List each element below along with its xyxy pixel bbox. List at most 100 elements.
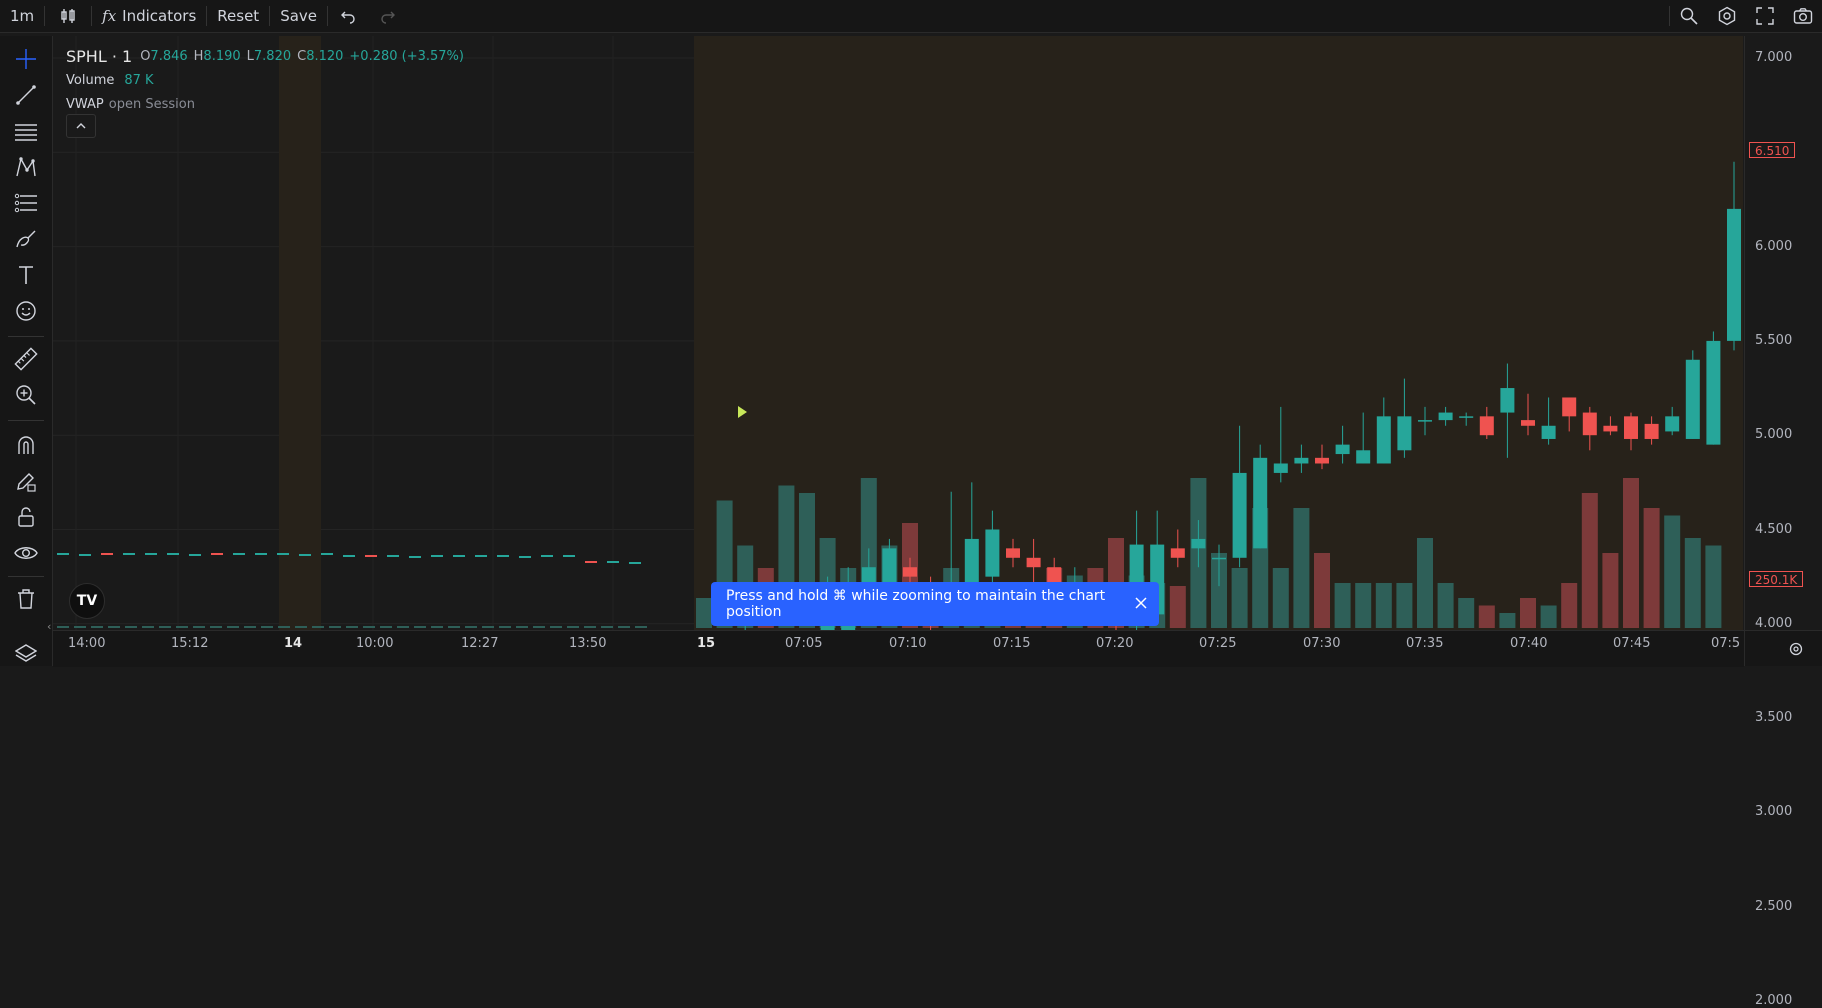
trade-marker-icon	[738, 406, 747, 418]
volume-legend-row[interactable]: Volume 87 K	[66, 68, 464, 92]
interval-button[interactable]: 1m	[0, 0, 44, 32]
volume-value: 87 K	[124, 72, 154, 88]
text-tool[interactable]	[13, 262, 39, 288]
candle-body	[985, 529, 1000, 577]
chart-pane[interactable]	[53, 36, 1743, 630]
volume-bar	[1458, 598, 1475, 628]
toast-close-button[interactable]	[1131, 593, 1151, 613]
pattern-tool[interactable]	[13, 154, 39, 180]
time-axis[interactable]: 14:00 15:12 14 10:00 12:27 13:50 15 07:05 07:10 0…	[53, 630, 1744, 667]
prior-session-volume	[227, 626, 239, 628]
ruler-tool[interactable]	[13, 346, 39, 372]
price-scale-label: 2.500	[1755, 898, 1793, 914]
volume-bar	[1293, 508, 1310, 628]
interval-label: 1m	[10, 7, 35, 25]
symbol-title[interactable]: SPHL · 1	[66, 46, 133, 66]
prior-session-volume	[567, 626, 579, 628]
redo-button[interactable]	[368, 0, 408, 32]
candle-body	[1212, 557, 1226, 560]
zoom-search-button[interactable]	[1670, 0, 1708, 32]
time-axis-label: 07:05	[785, 636, 823, 651]
zoom-in-tool[interactable]	[13, 382, 39, 408]
last-price-tag: 6.510	[1749, 142, 1796, 159]
legend-collapse-button[interactable]	[66, 114, 96, 138]
logo-text: TV	[76, 593, 98, 609]
toast-message: Press and hold ⌘ while zooming to mainta…	[726, 588, 1106, 620]
tradingview-logo[interactable]: TV	[69, 583, 105, 619]
candle-body	[1315, 457, 1329, 464]
ruler-icon	[14, 347, 38, 371]
trend-line-tool[interactable]	[13, 82, 39, 108]
price-scale[interactable]: 7.0006.5006.0005.5005.0004.5004.0003.500…	[1744, 36, 1822, 1008]
time-axis-label: 14	[284, 636, 303, 651]
drawing-toolbar: ‹	[0, 36, 53, 666]
candle-body	[1418, 420, 1432, 422]
prior-session-volume	[346, 626, 358, 628]
layers-icon	[15, 644, 37, 662]
open-value: 7.846	[150, 48, 188, 64]
volume-label: Volume	[66, 72, 115, 88]
fx-icon: fx	[102, 7, 117, 25]
candle-body	[903, 567, 917, 577]
candle-body	[1026, 557, 1041, 568]
horizontal-lines-icon	[15, 124, 37, 141]
prior-session-volume	[584, 626, 596, 628]
magnet-icon	[18, 436, 34, 454]
eye-icon	[14, 547, 38, 559]
candle-body	[1170, 548, 1185, 558]
prior-session-volume	[159, 626, 171, 628]
volume-bar	[1602, 553, 1619, 628]
fullscreen-icon	[1756, 7, 1774, 25]
prior-session-volume	[414, 626, 426, 628]
prior-session-volume	[210, 626, 222, 628]
trend-line-icon	[16, 85, 36, 105]
volume-bar	[1499, 613, 1516, 628]
trash-tool[interactable]	[13, 586, 39, 612]
undo-button[interactable]	[328, 0, 368, 32]
vwap-legend-row[interactable]: VWAP open Session	[66, 92, 464, 116]
time-axis-label: 15	[697, 636, 716, 651]
object-tree-tool[interactable]	[13, 640, 39, 666]
brush-tool[interactable]	[13, 226, 39, 252]
toolbar-collapse-icon[interactable]: ‹	[47, 620, 52, 633]
candle-body	[1397, 416, 1412, 451]
horizontal-lines-tool[interactable]	[13, 118, 39, 144]
emoji-tool[interactable]	[13, 298, 39, 324]
time-axis-label: 07:15	[993, 636, 1031, 651]
magnet-tool[interactable]	[13, 432, 39, 458]
price-scale-label: 4.500	[1755, 521, 1793, 537]
lock-tool[interactable]	[13, 504, 39, 530]
screenshot-button[interactable]	[1784, 0, 1822, 32]
chart-type-button[interactable]	[45, 0, 91, 32]
scale-settings-icon[interactable]	[1788, 641, 1804, 657]
prior-session-volume	[261, 626, 273, 628]
toolbar-divider	[8, 336, 44, 337]
volume-bar	[1540, 605, 1557, 628]
prior-session-volume	[329, 626, 341, 628]
reset-button[interactable]: Reset	[207, 0, 269, 32]
candle-body	[1706, 340, 1721, 445]
crosshair-tool[interactable]	[13, 46, 39, 72]
time-axis-label: 07:40	[1510, 636, 1548, 651]
fib-tool[interactable]	[13, 190, 39, 216]
indicators-button[interactable]: fx Indicators	[92, 0, 206, 32]
price-scale-label: 3.500	[1755, 710, 1793, 726]
prior-session-volume	[142, 626, 154, 628]
volume-bar	[1231, 568, 1248, 628]
lock-icon	[18, 507, 34, 527]
save-button[interactable]: Save	[270, 0, 327, 32]
time-axis-label: 15:12	[171, 636, 209, 651]
drawing-lock-tool[interactable]	[13, 468, 39, 494]
prior-session-volume	[278, 626, 290, 628]
volume-bar	[1417, 538, 1433, 628]
pattern-icon	[16, 157, 36, 177]
settings-button[interactable]	[1708, 0, 1746, 32]
fullscreen-button[interactable]	[1746, 0, 1784, 32]
volume-bar	[1684, 538, 1701, 628]
symbol-legend-row[interactable]: SPHL · 1 O 7.846 H 8.190 L 7.820 C 8.120 +0.…	[66, 44, 464, 68]
text-icon	[19, 266, 33, 284]
visibility-tool[interactable]	[13, 540, 39, 566]
toolbar-divider	[269, 6, 271, 26]
volume-bar	[696, 598, 712, 628]
candle-body	[1685, 359, 1700, 439]
